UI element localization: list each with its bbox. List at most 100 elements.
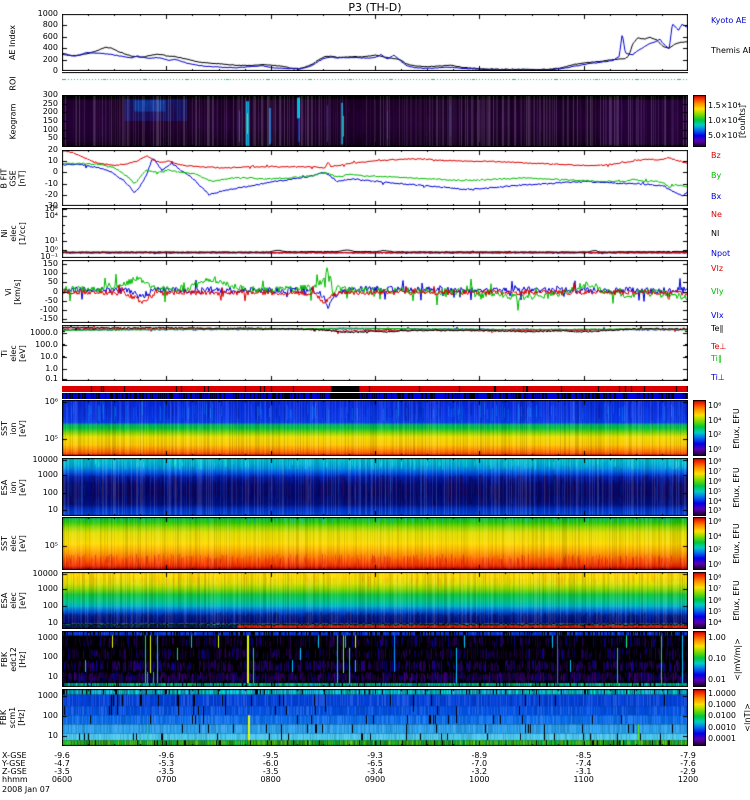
y-tick-label: 20 xyxy=(47,145,58,154)
bottom-value: 1100 xyxy=(573,775,594,784)
colorbar-tick-label: 10⁰ xyxy=(708,559,722,569)
y-tick-label: 10⁴ xyxy=(44,211,58,221)
bottom-value: -3.4 xyxy=(367,767,383,776)
panel-flag-red-canvas xyxy=(62,386,688,392)
colorbar-fbk-edc12 xyxy=(693,631,706,687)
trace-label-VIz: VIz xyxy=(711,264,724,274)
page-title: P3 (TH-D) xyxy=(348,1,402,14)
panel-left-label-text: ROI xyxy=(8,75,18,91)
bottom-value: -8.5 xyxy=(575,751,592,760)
y-tick-label: 250 xyxy=(42,98,58,108)
y-tick-label: 100 xyxy=(42,268,58,278)
bottom-value: -9.3 xyxy=(367,751,383,760)
colorbar-tick-label: 1.00 xyxy=(708,632,726,642)
trace-label-NI: NI xyxy=(711,229,720,238)
colorbar-esa-elec xyxy=(693,572,706,629)
colorbar-tick-label: 0.0001 xyxy=(708,734,736,744)
colorbar-tick-label: 10⁴ xyxy=(708,618,722,628)
panel-sst-elec-canvas xyxy=(62,517,688,570)
y-tick-label: 10⁶ xyxy=(44,396,58,406)
trace-label-VIy: VIy xyxy=(711,287,724,297)
trace-label-ThemisAE: Themis AE xyxy=(711,46,750,56)
colorbar-tick-label: 10⁴ xyxy=(708,531,722,541)
colorbar-tick-label: 10⁶ xyxy=(708,400,722,410)
trace-label-Ne: Ne xyxy=(711,210,722,219)
bottom-value: 1200 xyxy=(677,775,699,784)
colorbar-tick-label: 10³ xyxy=(708,506,722,516)
colorbar-tick-label: 10⁴ xyxy=(708,415,722,425)
colorbar-unit-text: Eflux, EFU xyxy=(732,523,741,564)
bottom-value: -9.6 xyxy=(54,751,70,760)
colorbar-unit-text: Eflux, EFU xyxy=(732,407,741,449)
y-tick-label: 600 xyxy=(42,31,58,41)
trace-label-Bz: Bz xyxy=(711,150,721,160)
colorbar-esa-ion xyxy=(693,458,706,516)
colorbar-tick-label: 10⁵ xyxy=(708,606,722,616)
y-tick-label: 1000 xyxy=(37,690,58,700)
colorbar-tick-label: 1.0000 xyxy=(708,688,736,698)
bottom-value: -7.6 xyxy=(680,759,696,768)
panel-ti-canvas xyxy=(62,325,688,381)
colorbar-tick-label: 10⁶ xyxy=(708,476,722,486)
y-tick-label: 0 xyxy=(52,66,58,75)
bottom-value: -7.0 xyxy=(471,759,488,768)
y-tick-label: 1000 xyxy=(37,9,58,18)
colorbar-unit-text: <|nT|> xyxy=(743,703,750,732)
panel-ae-canvas xyxy=(62,14,688,71)
colorbar-keogram xyxy=(693,95,706,147)
bottom-row-label-xgse: X-GSE xyxy=(2,751,27,760)
y-tick-label: 10000 xyxy=(32,454,58,464)
bottom-value: -3.1 xyxy=(575,767,592,776)
trace-label-Ti: Ti⊥ xyxy=(711,372,725,382)
colorbar-tick-label: 10⁷ xyxy=(708,466,722,476)
panel-fbk-edc12-canvas xyxy=(62,631,688,687)
colorbar-unit-text: Eflux, EFU xyxy=(732,580,741,621)
bottom-value: 1000 xyxy=(469,775,490,784)
bottom-value: -6.5 xyxy=(367,759,383,768)
y-tick-label: 800 xyxy=(42,20,58,30)
y-tick-label: -20 xyxy=(44,189,58,199)
trace-label-Ti: Ti∥ xyxy=(711,353,722,363)
colorbar-tick-label: 10⁵ xyxy=(708,486,722,496)
colorbar-unit-esa-ion: Eflux, EFU xyxy=(730,458,743,516)
panel-fbk-scm1-canvas xyxy=(62,689,688,746)
panel-flag-blue-canvas xyxy=(62,393,688,399)
y-tick-label: 100 xyxy=(42,487,58,497)
y-tick-label: 10 xyxy=(47,505,58,515)
panel-sst-ion-canvas xyxy=(62,400,688,456)
panel-esa-elec-canvas xyxy=(62,572,688,629)
bottom-value: -4.7 xyxy=(54,759,70,768)
panel-vi-canvas xyxy=(62,260,688,323)
colorbar-sst-elec xyxy=(693,517,706,570)
trace-label-Te: Te∥ xyxy=(711,324,724,333)
y-tick-label: 100 xyxy=(42,124,58,134)
colorbar-unit-fbk-scm1: <|nT|> xyxy=(741,689,750,746)
y-tick-label: 150 xyxy=(42,259,58,269)
colorbar-fbk-scm1 xyxy=(693,689,706,746)
bottom-row-label-ygse: Y-GSE xyxy=(2,759,26,768)
y-tick-label: 10 xyxy=(47,156,58,166)
colorbar-unit-esa-elec: Eflux, EFU xyxy=(730,572,743,629)
y-tick-label: -50 xyxy=(44,295,58,305)
y-tick-label: 1000 xyxy=(37,470,58,480)
bottom-value: -9.5 xyxy=(262,751,279,760)
y-tick-label: 300 xyxy=(42,90,58,99)
y-tick-label: -30 xyxy=(44,201,58,210)
bottom-value: -5.3 xyxy=(158,759,175,768)
panel-bfit-canvas xyxy=(62,150,688,206)
colorbar-unit-sst-elec: Eflux, EFU xyxy=(730,517,743,570)
colorbar-unit-keogram: [counts] xyxy=(736,95,749,147)
y-tick-label: 10000 xyxy=(32,568,58,578)
bottom-row-label-zgse: Z-GSE xyxy=(2,767,27,776)
colorbar-tick-label: 0.01 xyxy=(708,675,726,685)
panel-esa-ion-canvas xyxy=(62,458,688,516)
bottom-row-label-hhmm: hhmm xyxy=(2,775,28,784)
colorbar-tick-label: 0.0100 xyxy=(708,711,736,721)
bottom-value: 0800 xyxy=(260,775,281,784)
bottom-value: 0900 xyxy=(364,775,386,784)
colorbar-tick-label: 10² xyxy=(708,430,722,440)
colorbar-tick-label: 5.0×10³ xyxy=(708,130,741,140)
date-label: 2008 Jan 07 xyxy=(2,785,50,794)
colorbar-tick-label: 10⁷ xyxy=(708,584,722,594)
